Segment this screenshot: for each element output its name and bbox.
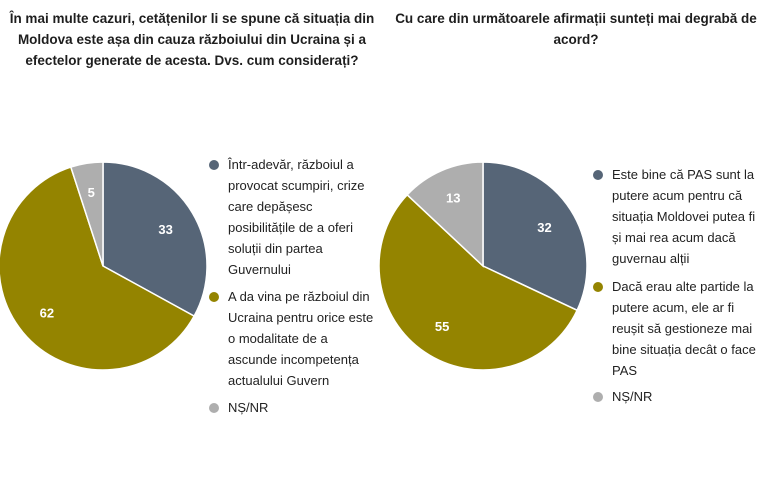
pie-slice-1	[378, 193, 579, 371]
right-chart-panel: Cu care din următoarele afirmații sunteț…	[378, 0, 767, 478]
pie-slice-0	[102, 161, 208, 318]
left-chart-panel: În mai multe cazuri, cetățenilor li se s…	[0, 11, 379, 424]
pie-slice-2	[69, 161, 104, 267]
legend-item-2: NȘ/NR	[593, 386, 767, 407]
slice-value-label: 62	[40, 305, 54, 320]
legend-swatch	[593, 282, 603, 292]
slice-value-label: 33	[158, 222, 172, 237]
pie-chart: 33 62 5	[0, 161, 208, 371]
legend-label: NȘ/NR	[228, 400, 269, 415]
pie-slice-2	[406, 161, 484, 268]
slice-value-label: 55	[435, 319, 449, 334]
legend-swatch	[209, 403, 219, 413]
legend-swatch	[593, 392, 603, 402]
legend: Într-adevăr, războiul a provocat scumpir…	[209, 154, 379, 424]
legend-item-1: Dacă erau alte partide la putere acum, e…	[593, 276, 767, 381]
legend-swatch	[209, 160, 219, 170]
legend: Este bine că PAS sunt la putere acum pen…	[593, 164, 767, 414]
pie-slice-0	[482, 161, 588, 312]
chart-title: În mai multe cazuri, cetățenilor li se s…	[9, 11, 375, 68]
legend-item-0: Într-adevăr, războiul a provocat scumpir…	[209, 154, 378, 280]
legend-label: Într-adevăr, războiul a provocat scumpir…	[228, 157, 365, 277]
legend-item-2: NȘ/NR	[209, 397, 378, 418]
legend-swatch	[593, 170, 603, 180]
legend-swatch	[209, 292, 219, 302]
legend-label: A da vina pe războiul din Ucraina pentru…	[228, 289, 374, 388]
legend-label: Dacă erau alte partide la putere acum, e…	[612, 279, 756, 378]
legend-label: NȘ/NR	[612, 389, 653, 404]
chart-title: Cu care din următoarele afirmații sunteț…	[395, 11, 757, 47]
slice-value-label: 32	[537, 220, 551, 235]
legend-item-1: A da vina pe războiul din Ucraina pentru…	[209, 286, 378, 391]
slice-value-label: 13	[446, 190, 460, 205]
legend-item-0: Este bine că PAS sunt la putere acum pen…	[593, 164, 767, 269]
slice-value-label: 5	[88, 185, 95, 200]
legend-label: Este bine că PAS sunt la putere acum pen…	[612, 167, 756, 266]
pie-chart: 32 55 13	[378, 161, 588, 371]
pie-slice-1	[0, 166, 196, 371]
